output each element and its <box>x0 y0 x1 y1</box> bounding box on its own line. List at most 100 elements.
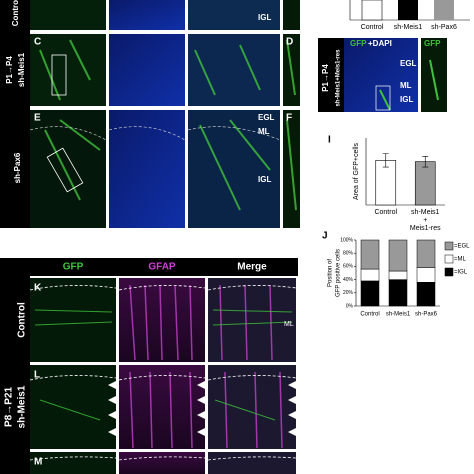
bar-segment <box>360 239 380 270</box>
x-tick-label: sh-Pax6 <box>431 24 457 31</box>
image <box>30 365 116 449</box>
stage-label: P1→P4 <box>321 64 330 92</box>
bottom-panels: GFP GFAP Merge K L M Control sh-Meis1 P8… <box>0 258 298 474</box>
image <box>188 0 280 30</box>
legend-swatch <box>444 254 454 264</box>
panel-letter: J <box>322 231 328 242</box>
image <box>109 0 185 30</box>
panel-letter: L <box>34 370 40 381</box>
image <box>344 38 418 112</box>
column-label: GFAP <box>148 262 176 273</box>
top-panels: Control P1→P4 sh-Meis1 sh-Pax6 C D E F I… <box>0 0 300 228</box>
image <box>30 278 116 362</box>
y-tick-label: 80% <box>343 251 354 257</box>
bar <box>414 161 436 206</box>
stage-label: P1→P4 <box>5 56 14 84</box>
bar-segment <box>416 239 436 268</box>
image <box>109 110 185 228</box>
bar-segment <box>388 270 408 280</box>
panel-letter: M <box>34 457 42 468</box>
cells <box>39 39 297 211</box>
layer-label: IGL <box>258 175 271 184</box>
boundary <box>29 126 281 141</box>
layer-label: IGL <box>400 95 413 104</box>
bar-segment <box>360 268 380 282</box>
panel-letter: D <box>286 37 293 48</box>
inset-box <box>51 54 67 96</box>
legend-label: =IGL <box>454 270 468 276</box>
layer-label: EGL <box>258 113 275 122</box>
bar-segment <box>388 239 408 272</box>
panel-letter: H <box>324 39 331 50</box>
column-label: Merge <box>237 262 267 273</box>
y-axis-label: GFP positive cells <box>336 249 342 297</box>
error-bar <box>422 156 429 168</box>
bar-segment <box>388 279 408 307</box>
image <box>119 452 205 474</box>
x-tick-label: Control <box>360 312 379 318</box>
row-label: Control <box>11 0 20 26</box>
y-axis-label: Area of GFP+cells <box>353 143 360 200</box>
cells <box>379 59 439 111</box>
image <box>208 278 296 362</box>
layer-label: EGL <box>400 59 417 68</box>
stain-label: GFP <box>424 39 441 48</box>
legend-label: =ML <box>454 257 467 263</box>
y-tick-label: 0% <box>346 303 354 309</box>
bar <box>398 0 418 20</box>
condition-label: sh-Meis1+Meis1-res <box>336 49 342 107</box>
panel-h: H GFP +DAPI GFP EGL ML IGL P1→P4 sh-Meis… <box>318 38 447 112</box>
stage-label: P8→P21 <box>4 387 15 427</box>
panel-letter: C <box>34 37 41 48</box>
inset-box <box>375 85 391 111</box>
y-tick-label: 100% <box>340 237 353 243</box>
layer-label: ML <box>284 321 294 328</box>
row-label: sh-Meis1 <box>17 385 28 428</box>
column-label: GFP <box>63 262 84 273</box>
legend-swatch <box>444 241 454 251</box>
row-label: sh-Meis1 <box>17 52 26 87</box>
legend-swatch <box>444 267 454 277</box>
image <box>188 110 280 228</box>
y-tick-label: 20% <box>343 290 354 296</box>
y-tick-label: 60% <box>343 264 354 270</box>
image <box>30 452 116 474</box>
label-strip <box>318 38 344 112</box>
panel-letter: I <box>328 135 331 146</box>
panel-letter: E <box>34 113 41 124</box>
image <box>208 452 296 474</box>
bar-segment <box>360 280 380 307</box>
x-tick-label: Meis1-res <box>410 225 441 232</box>
row-label: sh-Pax6 <box>13 152 22 183</box>
header-strip <box>30 258 298 276</box>
row-label: Control <box>17 302 28 338</box>
image <box>283 0 300 30</box>
legend-label: =EGL <box>454 244 470 250</box>
y-tick-label: 40% <box>343 277 354 283</box>
layer-label: ML <box>400 81 412 90</box>
image <box>30 110 106 228</box>
top-chart: Control sh-Meis1 sh-Pax6 <box>349 0 470 31</box>
image <box>30 0 106 30</box>
x-tick-label: sh-Meis1 <box>394 24 423 31</box>
x-tick-label: sh-Pax6 <box>415 312 438 318</box>
label-strip <box>0 0 30 228</box>
x-tick-label: Control <box>361 24 384 31</box>
boundary <box>29 285 297 461</box>
image <box>109 34 185 106</box>
stain-label: GFP <box>350 39 367 48</box>
image <box>208 365 296 449</box>
stain-label: +DAPI <box>368 39 392 48</box>
x-tick-label: + <box>423 217 427 224</box>
x-tick-label: sh-Meis1 <box>386 312 411 318</box>
image <box>30 34 106 106</box>
image <box>188 34 280 106</box>
charts: I Control sh-Meis1 +Meis1-res Area of GFP+ce… <box>322 135 470 318</box>
bar-segment <box>416 281 436 307</box>
y-axis-label: Position of <box>328 259 334 287</box>
panel-letter: F <box>286 113 292 124</box>
error-bar <box>382 153 389 168</box>
x-tick-label: Control <box>374 209 397 216</box>
panel-letter: K <box>34 283 42 294</box>
bar-segment <box>416 267 436 283</box>
